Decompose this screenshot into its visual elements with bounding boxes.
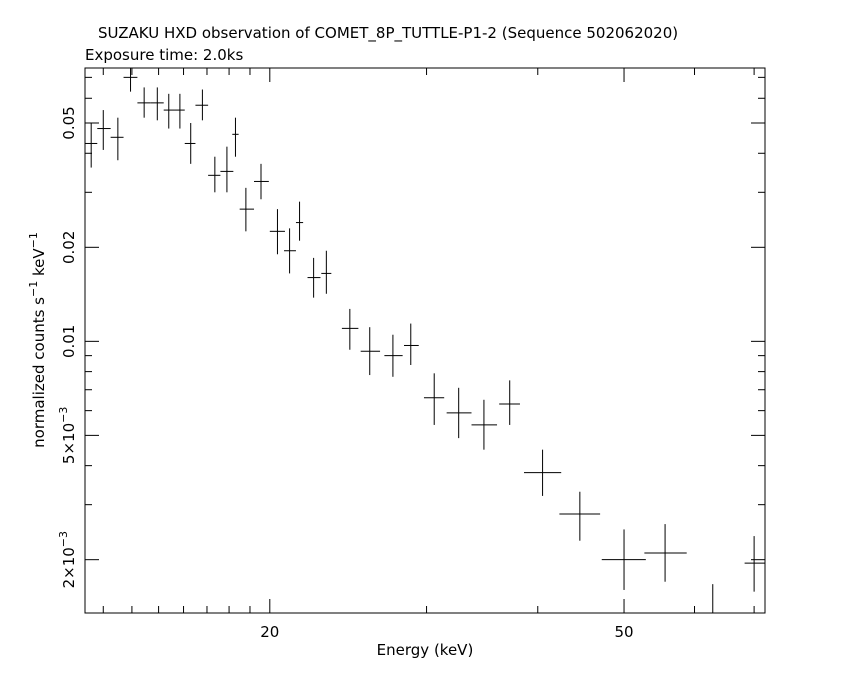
x-tick-label: 20 — [260, 623, 279, 641]
data-point — [341, 308, 359, 350]
data-point — [184, 123, 196, 164]
y-tick-label: 0.05 — [60, 106, 78, 139]
chart-title: SUZAKU HXD observation of COMET_8P_TUTTL… — [98, 24, 678, 43]
y-axis-label: normalized counts s−1 keV−1 — [27, 232, 48, 448]
data-point — [559, 491, 601, 541]
data-point — [195, 89, 209, 121]
data-point — [321, 250, 332, 294]
y-tick-label: 0.02 — [60, 231, 78, 264]
data-point — [644, 524, 687, 582]
data-point — [232, 117, 239, 157]
data-point — [307, 257, 321, 298]
data-point — [523, 449, 562, 496]
data-point — [499, 380, 520, 425]
data-point — [163, 93, 175, 129]
x-tick-label: 50 — [614, 623, 633, 641]
x-axis-label: Energy (keV) — [377, 641, 474, 659]
data-points — [85, 68, 765, 614]
data-point — [471, 399, 498, 450]
data-point — [150, 87, 164, 121]
data-point — [269, 209, 285, 255]
chart-subtitle: Exposure time: 2.0ks — [85, 46, 243, 64]
data-point — [284, 228, 296, 274]
data-point — [220, 146, 234, 193]
data-point — [295, 201, 304, 241]
data-point — [446, 387, 472, 439]
y-tick-label: 0.01 — [60, 325, 78, 358]
data-point — [423, 373, 445, 425]
data-point — [123, 68, 138, 92]
data-point — [97, 110, 111, 150]
data-point — [254, 163, 269, 200]
data-point — [360, 327, 381, 376]
data-point — [110, 117, 124, 161]
data-point — [85, 123, 98, 168]
data-point — [744, 536, 765, 592]
y-tick-label: 5×10−3 — [57, 407, 78, 464]
data-point — [384, 334, 403, 377]
data-point — [137, 87, 151, 118]
y-tick-label: 2×10−3 — [57, 531, 78, 588]
data-point — [239, 187, 255, 232]
axis-ticks — [85, 68, 765, 613]
data-point — [174, 93, 185, 129]
data-point — [689, 584, 737, 614]
axis-tick-labels: 20 50 2×10−3 5×10−3 0.01 0.02 0.05 — [57, 106, 634, 641]
data-point — [404, 323, 419, 365]
plot-frame — [84, 67, 766, 614]
data-point — [208, 156, 221, 193]
data-point — [601, 529, 646, 590]
